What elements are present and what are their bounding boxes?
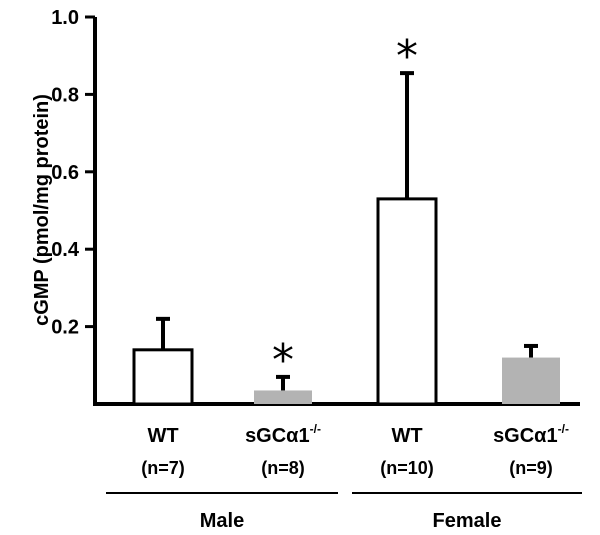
axes xyxy=(93,17,580,406)
bar xyxy=(132,348,194,406)
y-tick-label: 0.6 xyxy=(51,162,79,184)
group-labels: Male Female xyxy=(106,492,582,532)
category-label: WT xyxy=(391,425,422,447)
y-tick-label: 1.0 xyxy=(51,7,79,29)
category-label: sGCα1-/- xyxy=(245,422,321,447)
bar xyxy=(376,197,438,406)
group-label: Male xyxy=(200,510,244,532)
y-ticks: 0.2 0.4 0.6 0.8 1.0 xyxy=(51,7,95,339)
category-label: WT xyxy=(147,425,178,447)
n-count-label: (n=8) xyxy=(261,458,305,478)
n-count-label: (n=10) xyxy=(380,458,434,478)
group-label: Female xyxy=(433,510,502,532)
category-labels: WT (n=7) sGCα1-/- (n=8) WT (n=10) sGCα1-/- (n=9… xyxy=(141,422,569,478)
bars: ** xyxy=(132,31,560,406)
bar-group: * xyxy=(376,31,438,406)
significance-star: * xyxy=(272,335,294,386)
bar-group xyxy=(132,316,194,406)
bar-group: * xyxy=(254,335,312,404)
y-axis-label: cGMP (pmol/mg protein) xyxy=(31,94,53,326)
significance-star: * xyxy=(396,31,418,82)
category-label: sGCα1-/- xyxy=(493,422,569,447)
bar-group xyxy=(502,343,560,404)
y-tick-label: 0.4 xyxy=(51,239,80,261)
bar xyxy=(502,357,560,404)
y-tick-label: 0.8 xyxy=(51,84,79,106)
bar xyxy=(254,390,312,404)
y-tick-label: 0.2 xyxy=(51,317,79,339)
n-count-label: (n=7) xyxy=(141,458,185,478)
n-count-label: (n=9) xyxy=(509,458,553,478)
